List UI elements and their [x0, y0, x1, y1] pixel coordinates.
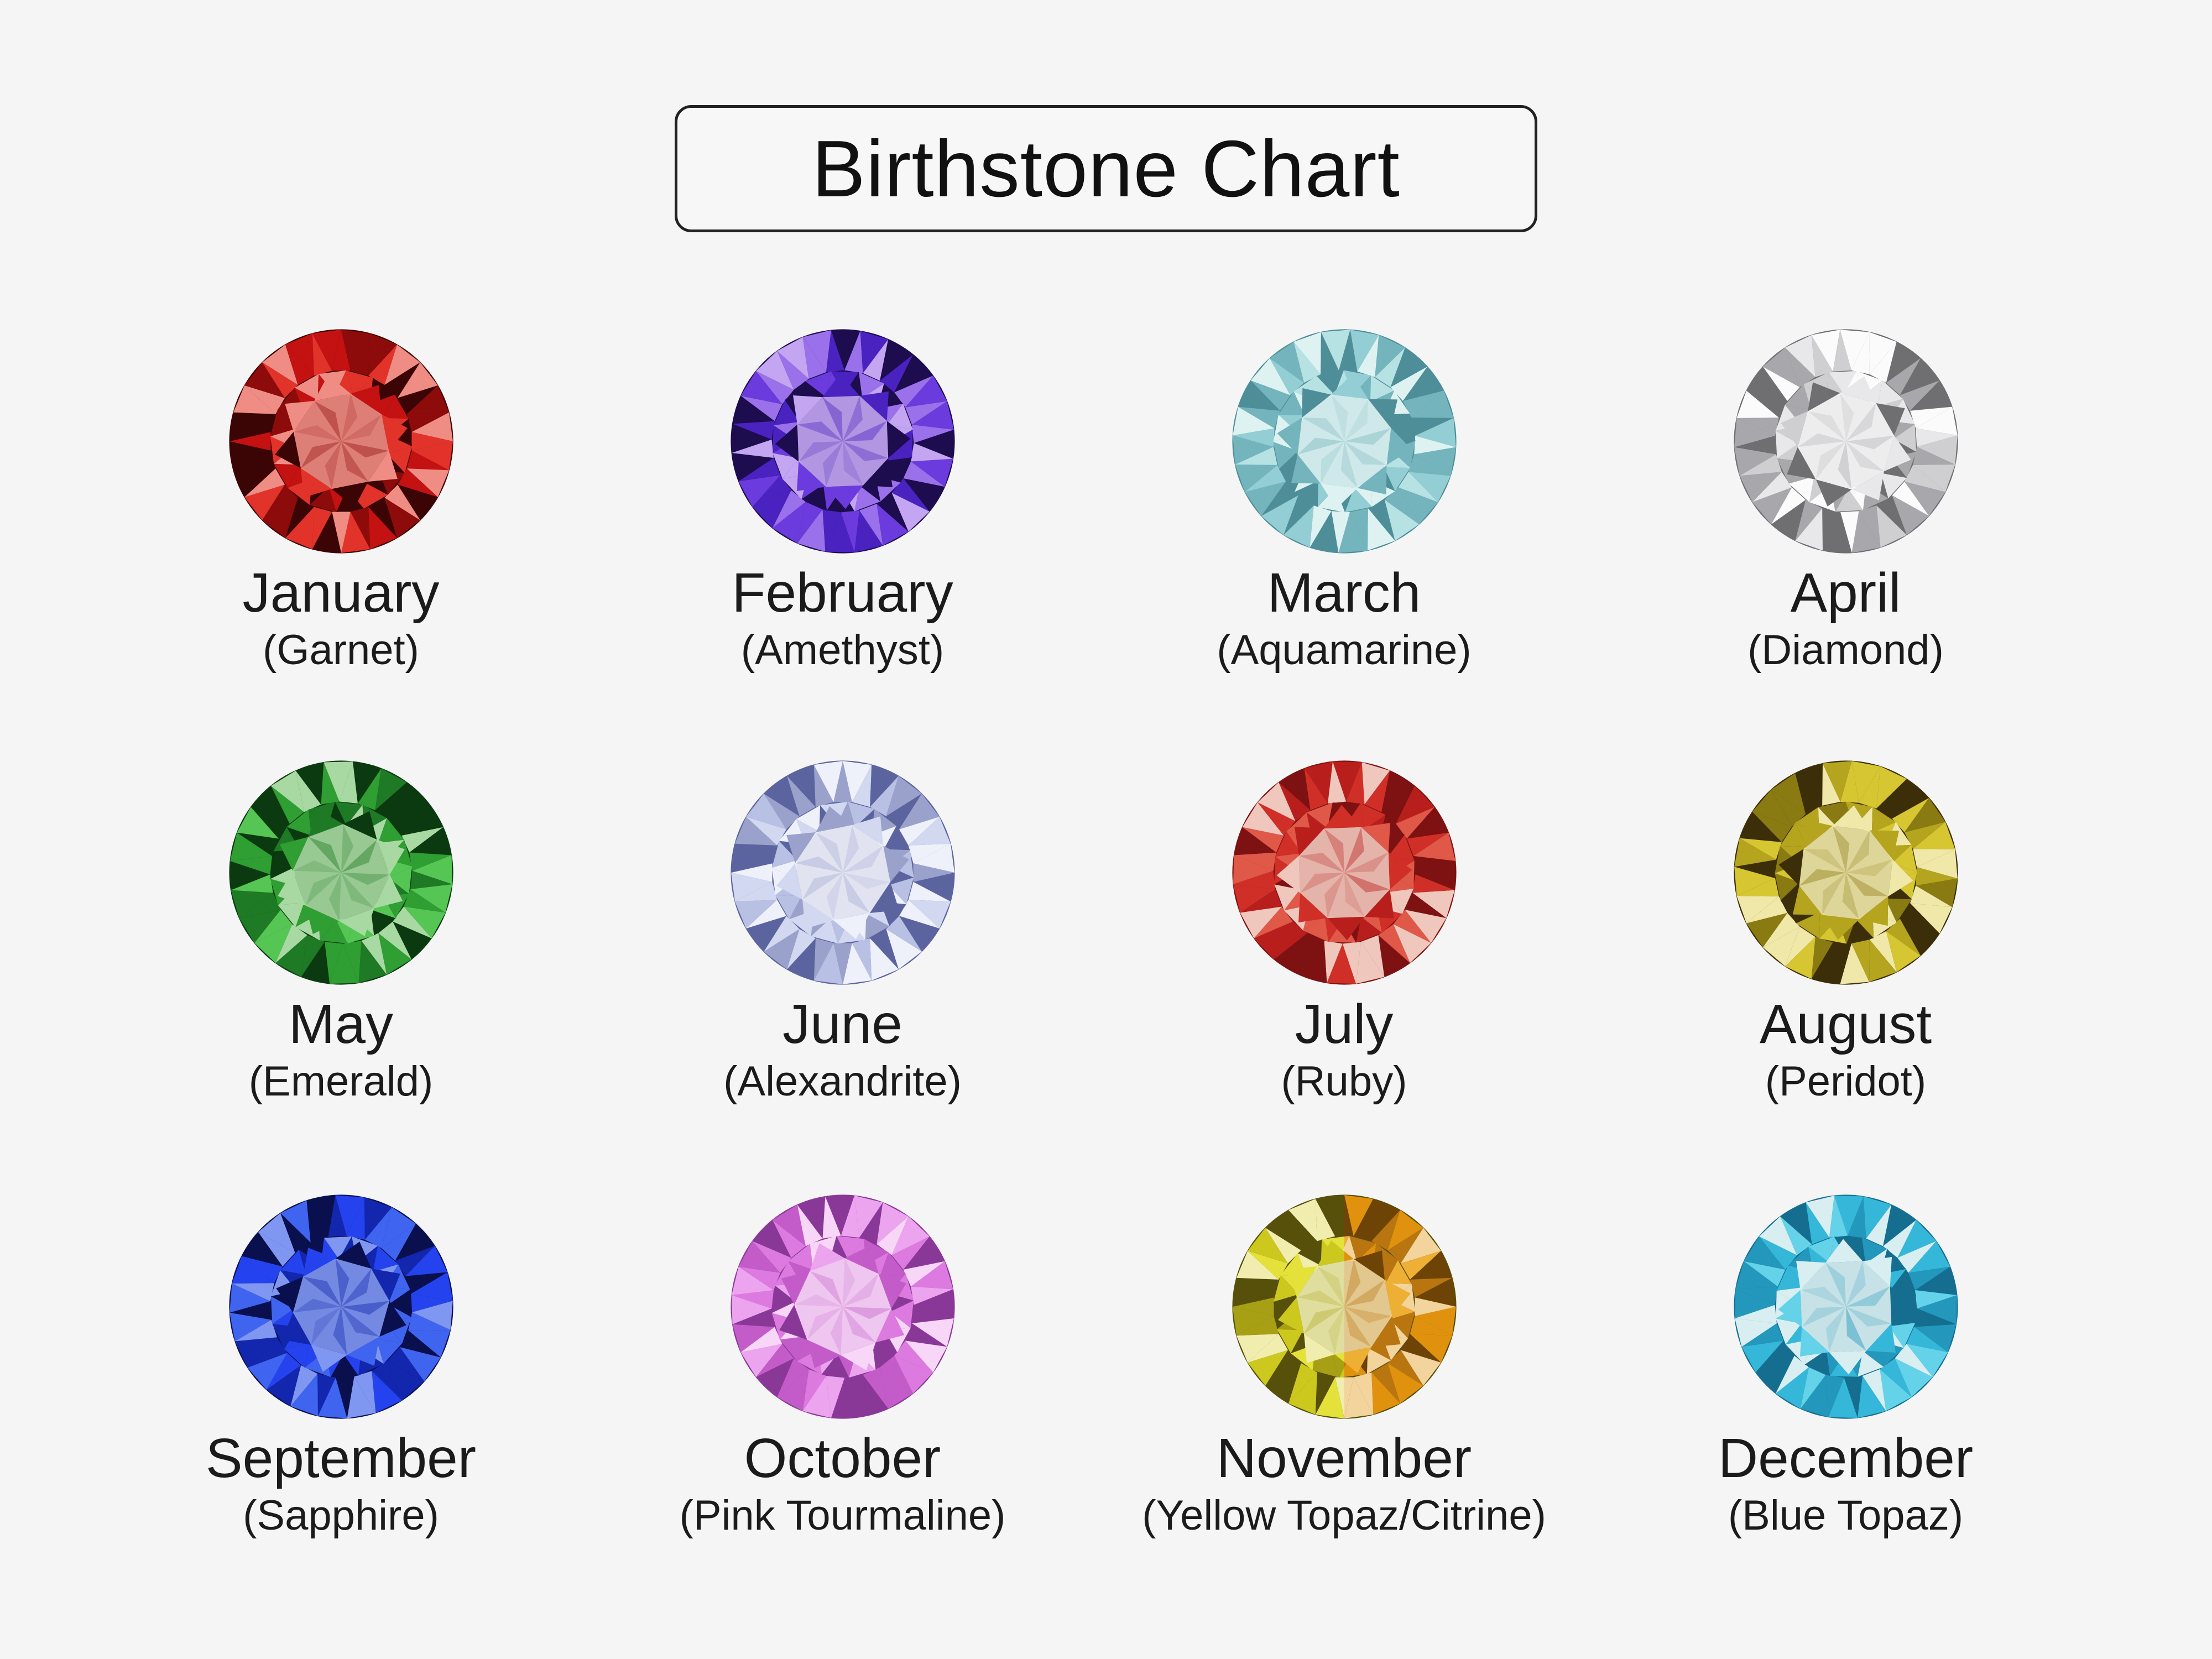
gem-february-icon	[730, 328, 956, 554]
gem-november-icon	[1232, 1194, 1457, 1420]
stone-label-january: (Garnet)	[263, 627, 419, 674]
month-label-december: December	[1718, 1427, 1974, 1489]
month-label-august: August	[1759, 993, 1932, 1055]
month-label-november: November	[1216, 1427, 1472, 1489]
gem-july-icon	[1232, 760, 1457, 985]
month-label-july: July	[1295, 993, 1394, 1055]
birthstone-cell-may: May (Emerald)	[90, 760, 592, 1194]
birthstone-cell-july: July (Ruby)	[1093, 760, 1595, 1194]
birthstone-cell-august: August (Peridot)	[1595, 760, 2096, 1194]
gem-december-icon	[1733, 1194, 1959, 1420]
month-label-april: April	[1790, 562, 1901, 624]
gem-june-icon	[730, 760, 956, 985]
stone-label-december: (Blue Topaz)	[1728, 1492, 1964, 1539]
month-label-october: October	[744, 1427, 941, 1489]
birthstone-cell-march: March (Aquamarine)	[1093, 328, 1595, 760]
month-label-february: February	[732, 562, 953, 624]
birthstone-cell-november: November (Yellow Topaz/Citrine)	[1093, 1194, 1595, 1538]
gem-april-icon	[1733, 328, 1959, 554]
title-box: Birthstone Chart	[675, 105, 1537, 232]
stone-label-march: (Aquamarine)	[1217, 627, 1472, 674]
stone-label-october: (Pink Tourmaline)	[679, 1492, 1006, 1539]
month-label-may: May	[289, 993, 393, 1055]
gem-may-icon	[228, 760, 454, 985]
birthstone-cell-june: June (Alexandrite)	[592, 760, 1093, 1194]
gem-january-icon	[228, 328, 454, 554]
stone-label-june: (Alexandrite)	[723, 1058, 962, 1105]
month-label-january: January	[242, 562, 440, 624]
stone-label-september: (Sapphire)	[243, 1492, 439, 1539]
stone-label-april: (Diamond)	[1747, 627, 1944, 674]
birthstone-cell-april: April (Diamond)	[1595, 328, 2096, 760]
month-label-june: June	[782, 993, 902, 1055]
birthstone-grid: January (Garnet) February (Amethyst) March (A…	[90, 328, 2096, 1538]
month-label-march: March	[1267, 562, 1421, 624]
stone-label-may: (Emerald)	[248, 1058, 434, 1105]
birthstone-cell-october: October (Pink Tourmaline)	[592, 1194, 1093, 1538]
birthstone-cell-december: December (Blue Topaz)	[1595, 1194, 2096, 1538]
stone-label-july: (Ruby)	[1281, 1058, 1407, 1105]
birthstone-cell-september: September (Sapphire)	[90, 1194, 592, 1538]
gem-august-icon	[1733, 760, 1959, 985]
gem-october-icon	[730, 1194, 956, 1420]
birthstone-cell-february: February (Amethyst)	[592, 328, 1093, 760]
stone-label-february: (Amethyst)	[740, 627, 945, 674]
gem-september-icon	[228, 1194, 454, 1420]
birthstone-cell-january: January (Garnet)	[90, 328, 592, 760]
month-label-september: September	[205, 1427, 477, 1489]
stone-label-november: (Yellow Topaz/Citrine)	[1142, 1492, 1546, 1539]
gem-march-icon	[1232, 328, 1457, 554]
page-title: Birthstone Chart	[812, 123, 1400, 213]
stone-label-august: (Peridot)	[1765, 1058, 1927, 1105]
